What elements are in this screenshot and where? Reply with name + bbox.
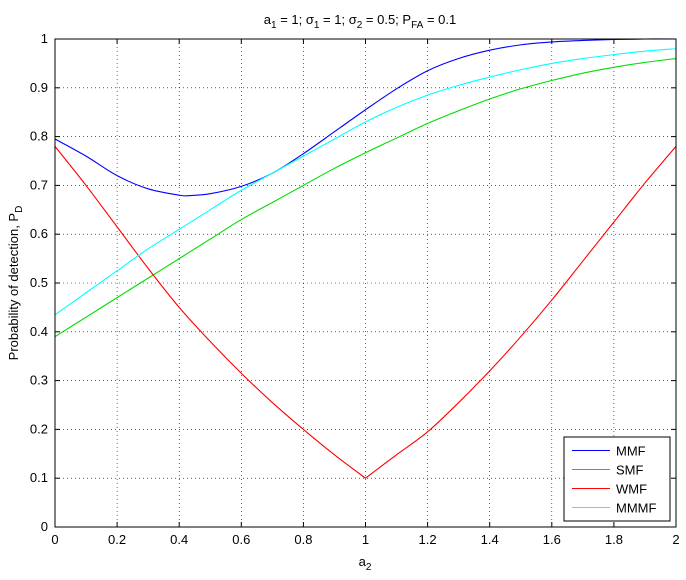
y-tick-label: 0.3 (30, 373, 48, 388)
series-line-wmf (54, 146, 677, 479)
x-tick-label: 0.4 (170, 532, 188, 547)
ticks: 0 0.2 0.4 0.6 0.8 1 1.2 1.4 1.6 1.8 2 0 0.1 0.2 0.3 0.4… (30, 31, 680, 547)
series-line-mmf (54, 38, 677, 197)
y-tick-label: 0.8 (30, 129, 48, 144)
y-tick-label: 0.4 (30, 324, 48, 339)
y-tick-label: 0 (41, 519, 48, 534)
y-tick-label: 0.9 (30, 80, 48, 95)
x-tick-label: 1.4 (481, 532, 499, 547)
y-tick-label: 0.7 (30, 177, 48, 192)
y-tick-label: 0.1 (30, 470, 48, 485)
series-line-mmmf (54, 48, 677, 316)
legend-label: MMMF (616, 501, 656, 516)
y-axis-label: Probability of detection, PD (6, 206, 25, 361)
x-tick-label: 0.2 (108, 532, 126, 547)
legend: MMF SMF WMF MMMF (563, 436, 671, 522)
legend-label: SMF (616, 463, 644, 478)
legend-label: MMF (616, 444, 646, 459)
series-group (54, 38, 677, 479)
y-tick-label: 1 (41, 31, 48, 46)
x-tick-label: 2 (672, 532, 679, 547)
series-line-smf (54, 57, 677, 338)
chart-title: a1 = 1; σ1 = 1; σ2 = 0.5; PFA = 0.1 (264, 12, 456, 31)
x-tick-label: 0 (51, 532, 58, 547)
x-tick-label: 1.6 (543, 532, 561, 547)
x-tick-label: 0.6 (232, 532, 250, 547)
y-tick-label: 0.6 (30, 226, 48, 241)
legend-label: WMF (616, 482, 647, 497)
x-tick-label: 1.8 (605, 532, 623, 547)
y-tick-label: 0.5 (30, 275, 48, 290)
x-tick-label: 1.2 (419, 532, 437, 547)
x-tick-label: 1 (362, 532, 369, 547)
x-tick-label: 0.8 (294, 532, 312, 547)
y-tick-label: 0.2 (30, 421, 48, 436)
grid (55, 39, 676, 527)
x-axis-label: a2 (359, 554, 372, 573)
